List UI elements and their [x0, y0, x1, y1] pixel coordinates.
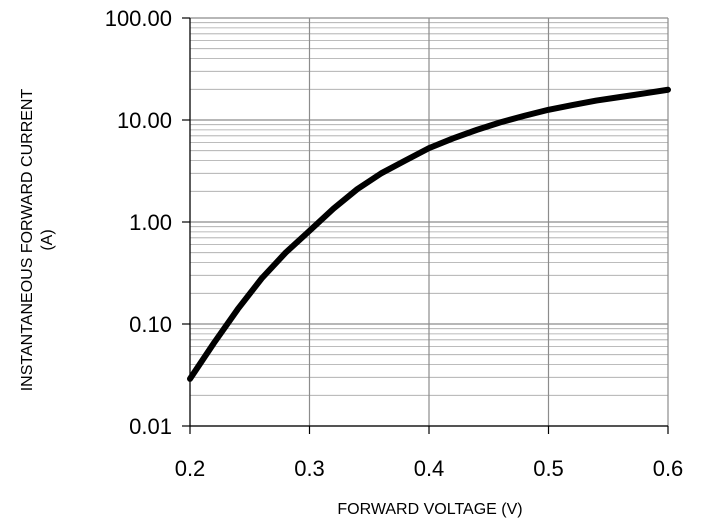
y-tick-label: 0.10 — [129, 312, 172, 337]
y-axis-title-line2: (A) — [39, 229, 56, 250]
y-axis-title-line1: INSTANTANEOUS FORWARD CURRENT — [19, 89, 36, 392]
x-tick-label: 0.5 — [533, 456, 564, 481]
y-tick-label: 0.01 — [129, 414, 172, 439]
x-tick-label: 0.6 — [653, 456, 684, 481]
grid — [189, 17, 669, 427]
x-tick-label: 0.4 — [414, 456, 445, 481]
y-tick-label: 1.00 — [129, 210, 172, 235]
ticks — [182, 17, 669, 434]
x-axis-title: FORWARD VOLTAGE (V) — [337, 501, 522, 518]
y-tick-label: 100.00 — [105, 6, 172, 31]
y-tick-label: 10.00 — [117, 108, 172, 133]
x-tick-label: 0.3 — [294, 456, 325, 481]
series-line — [187, 86, 671, 382]
tick-labels: 0.01 0.10 1.00 10.00 100.00 0.2 0.3 0.4 0.5 0.6 — [105, 6, 684, 481]
x-tick-label: 0.2 — [175, 456, 206, 481]
y-axis-title: INSTANTANEOUS FORWARD CURRENT (A) — [19, 89, 56, 392]
